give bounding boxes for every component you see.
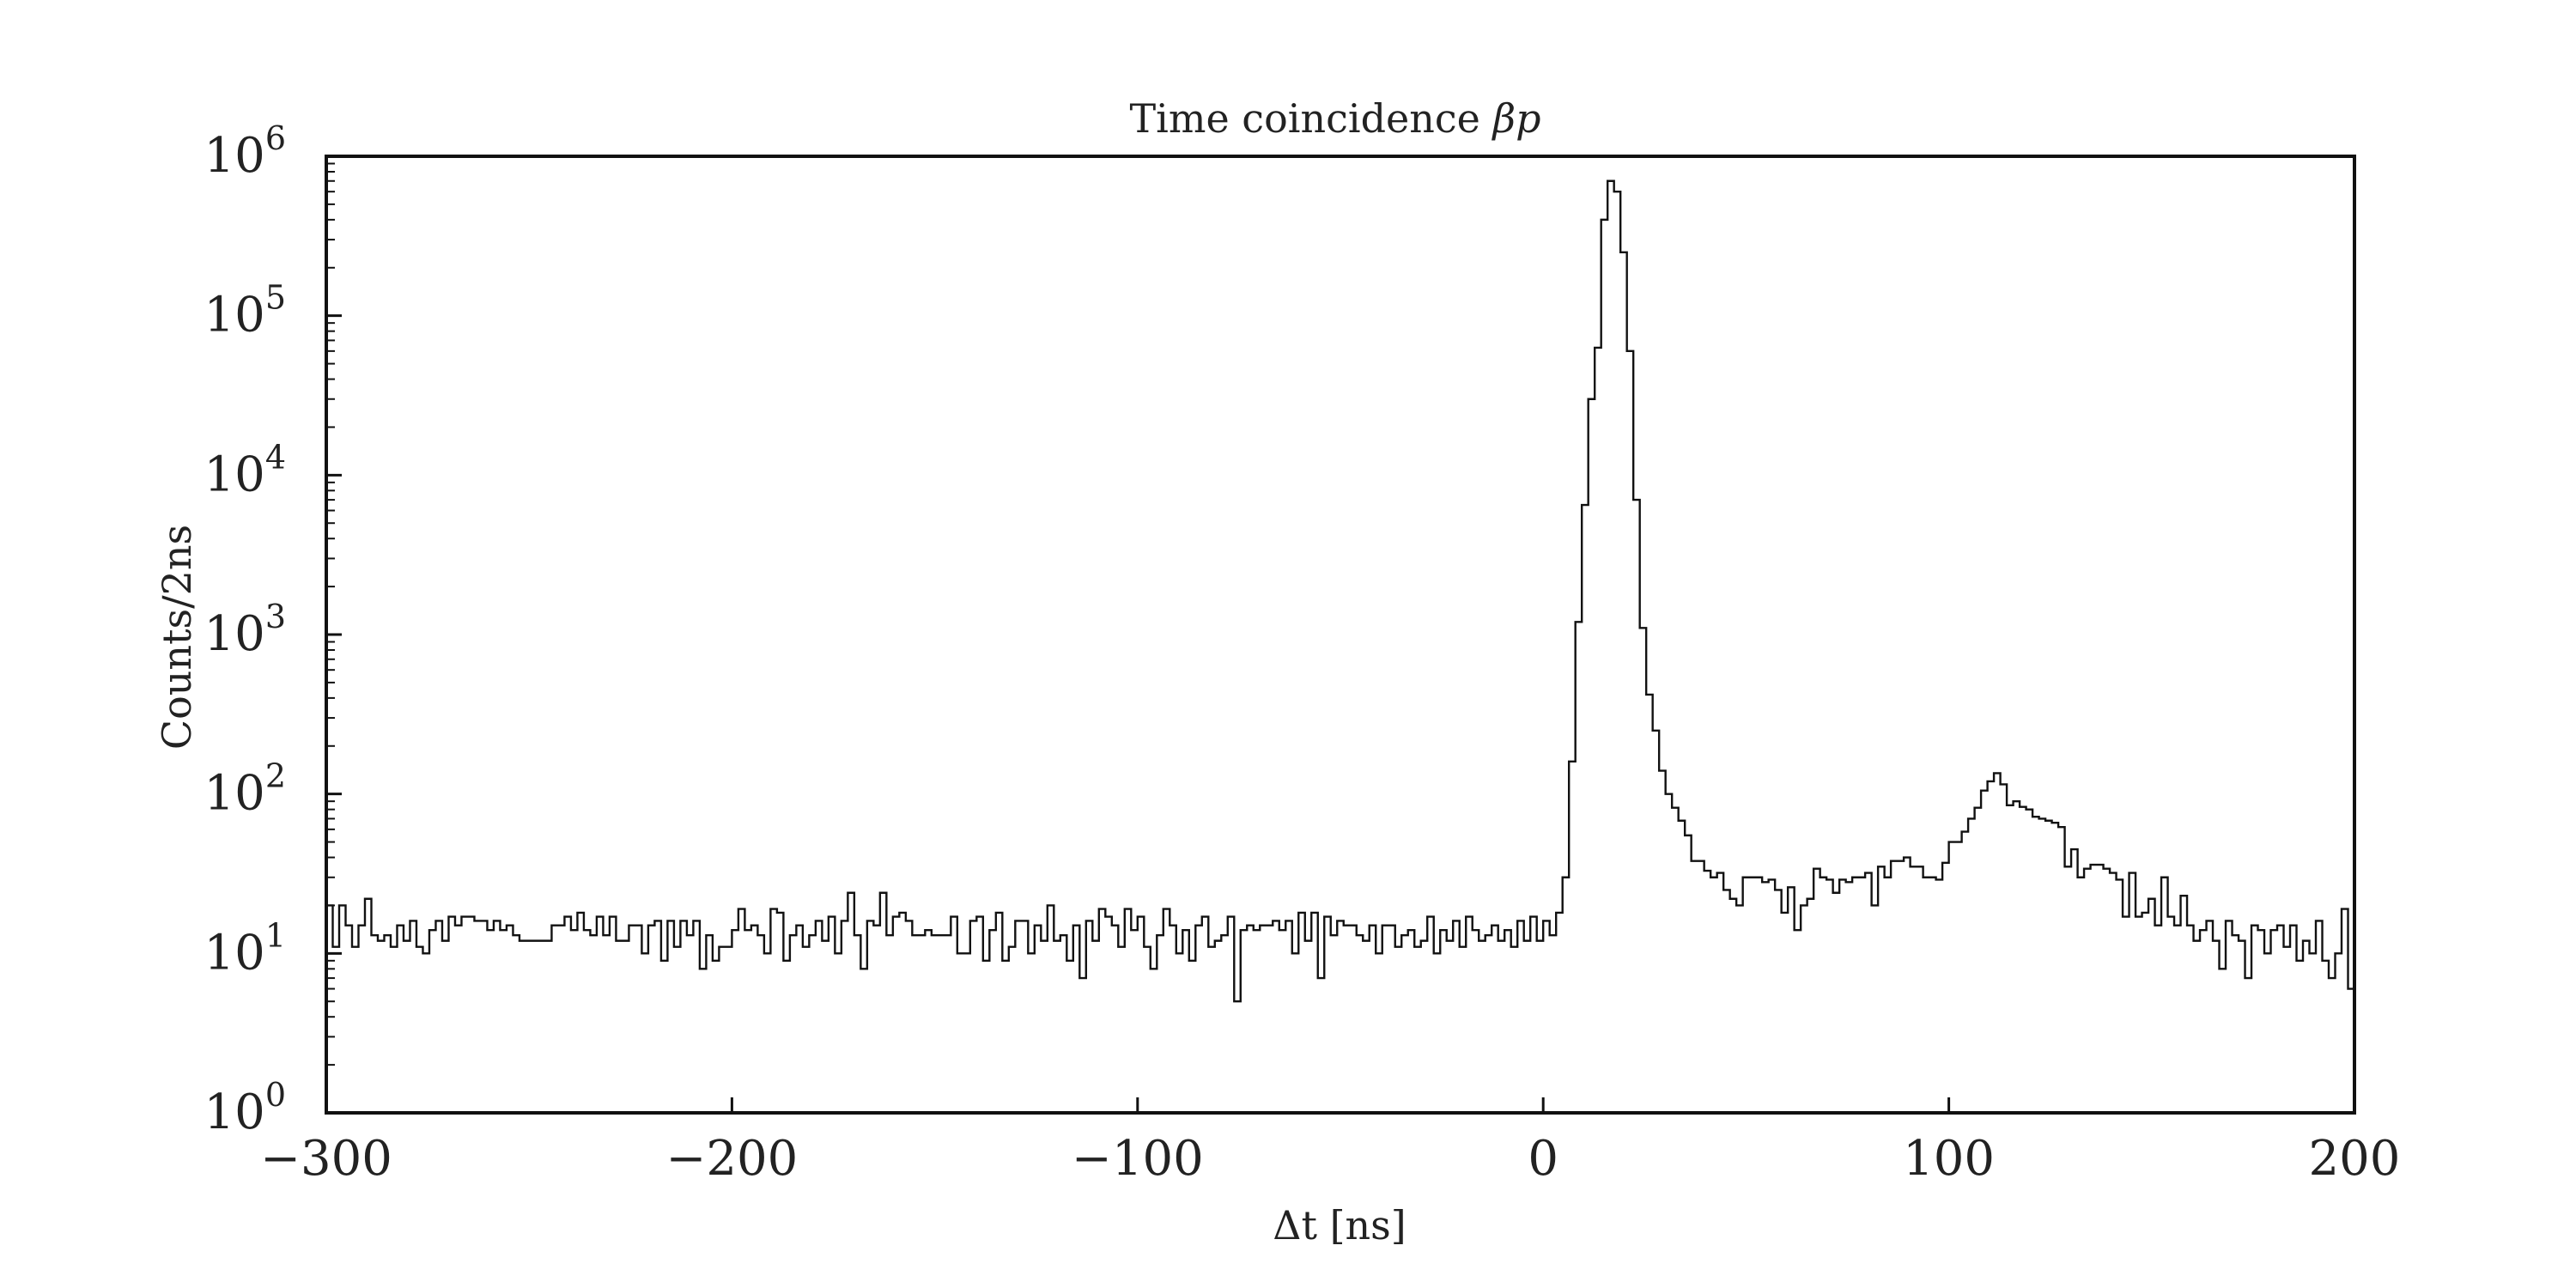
y-tick-label-base: 10 xyxy=(204,128,265,184)
y-tick-label-exponent: 6 xyxy=(265,119,286,157)
x-tick-label: −200 xyxy=(665,1131,798,1187)
x-axis-label: Δt [ns] xyxy=(1273,1202,1406,1249)
y-tick-label-base: 10 xyxy=(204,766,265,822)
chart-title: Time coincidence βp xyxy=(1129,95,1540,142)
chart-title-text: Time coincidence xyxy=(1129,95,1492,142)
y-tick-label: 104 xyxy=(204,438,286,502)
y-tick-label: 100 xyxy=(204,1076,286,1140)
axis-ticks xyxy=(325,155,2356,1115)
y-tick-label: 102 xyxy=(204,757,286,822)
y-tick-label-base: 10 xyxy=(204,606,265,662)
y-tick-label-base: 10 xyxy=(204,447,265,502)
y-tick-label: 106 xyxy=(204,119,286,184)
y-tick-label-exponent: 2 xyxy=(265,757,286,795)
y-tick-label-exponent: 5 xyxy=(265,279,286,317)
histogram-series-line xyxy=(326,179,2354,1003)
y-tick-label-base: 10 xyxy=(204,288,265,343)
y-tick-label: 101 xyxy=(204,916,286,981)
y-tick-label-exponent: 4 xyxy=(265,438,286,476)
y-tick-label-base: 10 xyxy=(204,1084,265,1140)
x-tick-label: 200 xyxy=(2309,1131,2401,1187)
y-tick-label: 105 xyxy=(204,279,286,343)
y-tick-label-base: 10 xyxy=(204,925,265,981)
x-tick-label: 100 xyxy=(1903,1131,1995,1187)
plot-frame xyxy=(325,155,2356,1115)
chart-title-symbol: βp xyxy=(1491,95,1540,142)
y-tick-label-exponent: 0 xyxy=(265,1076,286,1114)
y-tick-label-exponent: 3 xyxy=(265,598,286,635)
x-tick-label: −100 xyxy=(1072,1131,1204,1187)
x-tick-label: −300 xyxy=(260,1131,392,1187)
x-tick-label: 0 xyxy=(1528,1131,1558,1187)
y-tick-label: 103 xyxy=(204,598,286,662)
y-axis-label: Counts/2ns xyxy=(154,525,200,750)
y-tick-label-exponent: 1 xyxy=(265,916,286,954)
